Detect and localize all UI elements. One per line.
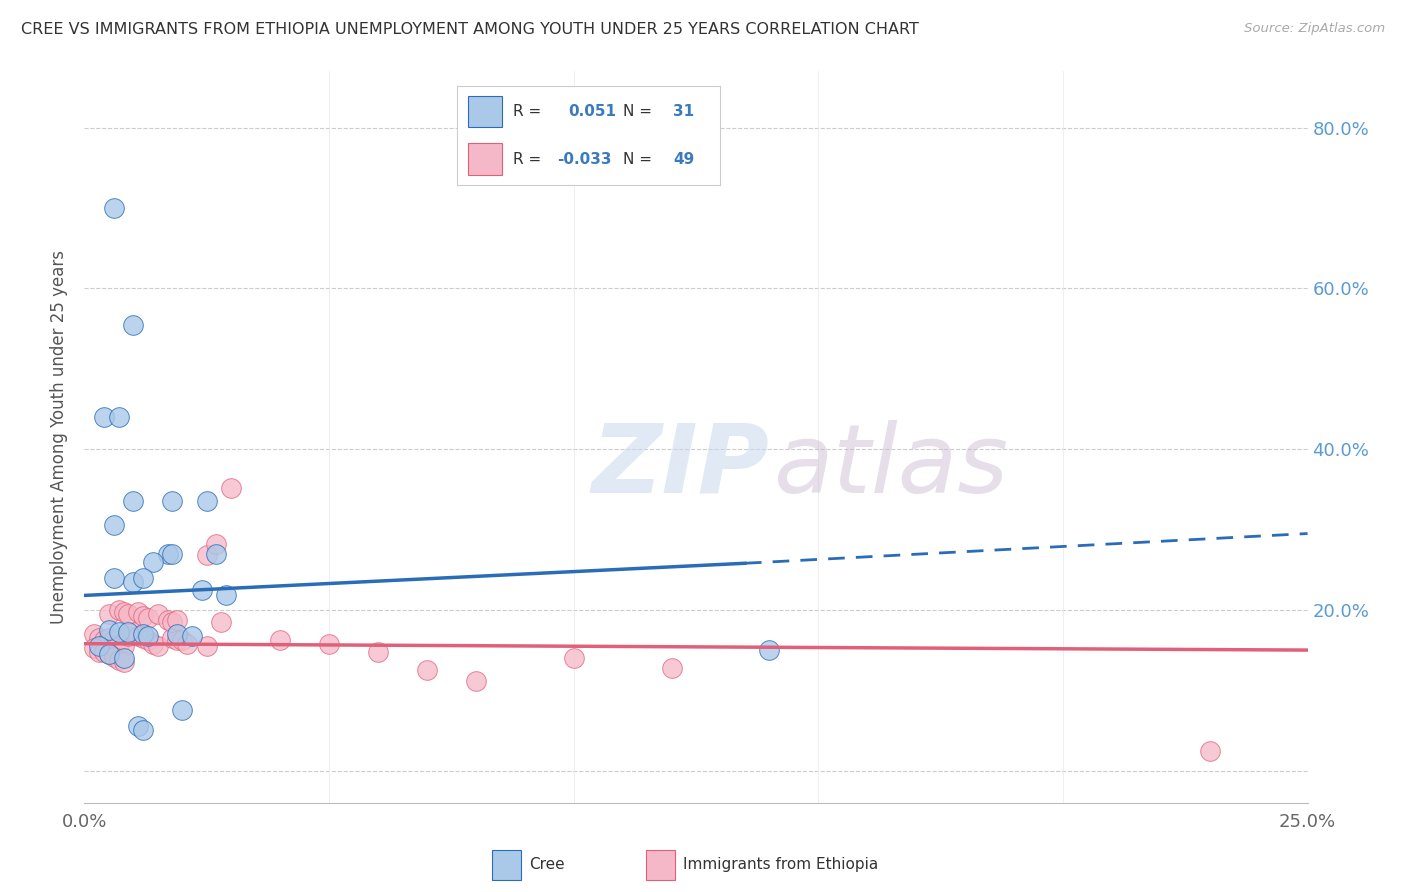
Point xyxy=(181,629,204,643)
Point xyxy=(122,494,145,508)
Point xyxy=(112,651,135,665)
Point xyxy=(562,651,585,665)
Point xyxy=(117,625,139,640)
Point xyxy=(97,647,120,661)
Point xyxy=(97,647,120,661)
Point xyxy=(146,639,169,653)
Point xyxy=(103,633,125,648)
Point xyxy=(132,631,155,645)
Point xyxy=(166,613,188,627)
Point xyxy=(136,633,159,648)
Point xyxy=(83,627,105,641)
Point xyxy=(176,637,198,651)
Point xyxy=(127,629,149,643)
Text: CREE VS IMMIGRANTS FROM ETHIOPIA UNEMPLOYMENT AMONG YOUTH UNDER 25 YEARS CORRELA: CREE VS IMMIGRANTS FROM ETHIOPIA UNEMPLO… xyxy=(21,22,920,37)
Point xyxy=(166,627,188,641)
Point xyxy=(172,703,194,717)
Point xyxy=(97,623,120,637)
Point xyxy=(318,637,340,651)
Point xyxy=(464,673,486,688)
Point xyxy=(117,629,139,643)
Point xyxy=(122,318,145,332)
Point xyxy=(93,409,115,424)
Text: atlas: atlas xyxy=(773,420,1008,513)
Point xyxy=(162,615,184,629)
Point xyxy=(215,589,238,603)
Point xyxy=(205,547,228,561)
Point xyxy=(127,719,149,733)
Y-axis label: Unemployment Among Youth under 25 years: Unemployment Among Youth under 25 years xyxy=(51,250,69,624)
Point xyxy=(195,639,218,653)
Point xyxy=(162,547,184,561)
Point xyxy=(107,637,129,651)
Point xyxy=(97,607,120,621)
Point xyxy=(195,494,218,508)
Point xyxy=(367,645,389,659)
Point xyxy=(127,605,149,619)
Point xyxy=(83,641,105,656)
Point xyxy=(112,639,135,653)
Point xyxy=(142,555,165,569)
Point xyxy=(107,409,129,424)
Point xyxy=(103,201,125,215)
Point xyxy=(205,537,228,551)
Point xyxy=(191,582,214,597)
Point xyxy=(122,625,145,640)
Point xyxy=(136,629,159,643)
Point xyxy=(103,571,125,585)
Point xyxy=(142,637,165,651)
Point xyxy=(87,645,110,659)
Point xyxy=(195,548,218,562)
Point xyxy=(219,481,242,495)
Point xyxy=(107,625,129,640)
Point xyxy=(136,611,159,625)
Point xyxy=(107,653,129,667)
Point xyxy=(97,631,120,645)
Point xyxy=(269,633,291,648)
Point xyxy=(103,649,125,664)
Point xyxy=(172,633,194,648)
Point xyxy=(112,655,135,669)
Point xyxy=(209,615,232,629)
Point xyxy=(1198,743,1220,757)
Point xyxy=(661,661,683,675)
Point xyxy=(758,643,780,657)
Point xyxy=(162,494,184,508)
Point xyxy=(416,663,439,677)
Point xyxy=(112,605,135,619)
Point xyxy=(103,518,125,533)
Point xyxy=(117,607,139,621)
Point xyxy=(93,645,115,659)
Point xyxy=(156,613,179,627)
Point xyxy=(122,574,145,589)
Text: Source: ZipAtlas.com: Source: ZipAtlas.com xyxy=(1244,22,1385,36)
Point xyxy=(146,607,169,621)
Point xyxy=(87,631,110,645)
Point xyxy=(107,603,129,617)
Point xyxy=(162,631,184,645)
Text: ZIP: ZIP xyxy=(592,420,770,513)
Point xyxy=(166,633,188,648)
Point xyxy=(132,627,155,641)
Point xyxy=(87,639,110,653)
Point xyxy=(132,571,155,585)
Point xyxy=(156,547,179,561)
Point xyxy=(93,633,115,648)
Point xyxy=(132,723,155,738)
Point xyxy=(132,609,155,624)
